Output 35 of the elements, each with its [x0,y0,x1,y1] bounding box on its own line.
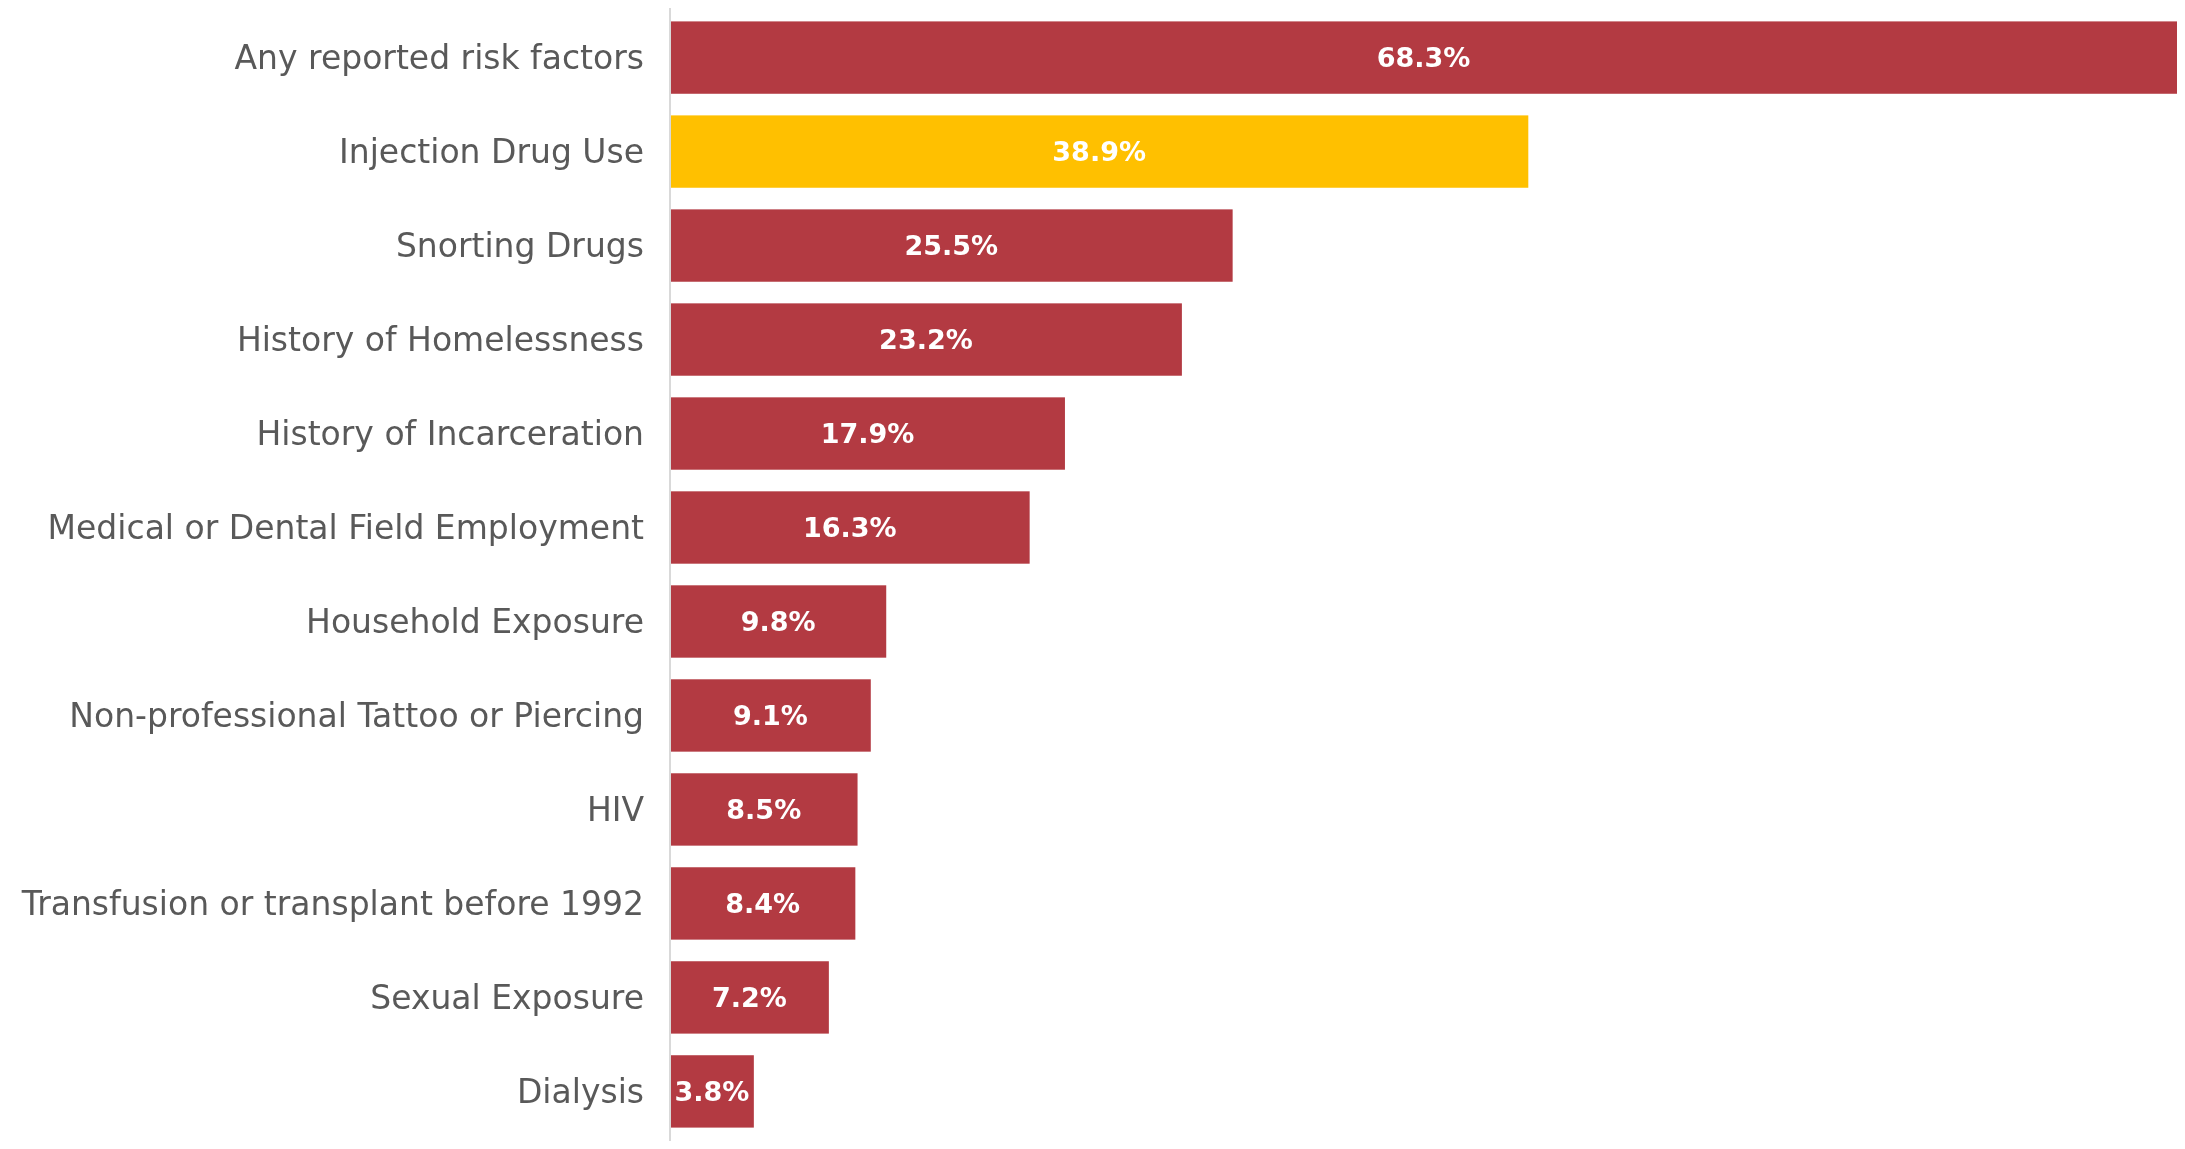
y-tick-label: Non-professional Tattoo or Piercing [69,695,644,735]
bar [670,21,2177,94]
data-label: 7.2% [711,981,787,1013]
data-label: 38.9% [1052,136,1146,168]
y-tick-label: Injection Drug Use [339,132,644,172]
bar [670,397,1065,470]
y-tick-label: Dialysis [516,1071,644,1111]
bar [670,585,887,658]
data-label: 68.3% [1376,42,1471,74]
data-label: 3.8% [674,1075,750,1107]
y-tick-label: History of Incarceration [256,414,644,454]
data-label: 25.5% [904,230,999,262]
y-tick-label: HIV [586,789,645,829]
data-label: 8.5% [726,793,802,825]
bar [670,773,858,846]
bar [670,679,871,752]
y-tick-label: Transfusion or transplant before 1992 [20,883,644,923]
bar [670,303,1182,376]
y-tick-label: Medical or Dental Field Employment [47,508,645,548]
bar [670,961,829,1034]
data-label: 16.3% [802,512,897,544]
y-tick-label: Any reported risk factors [234,38,644,78]
bar [670,867,856,940]
data-label: 9.1% [732,699,808,731]
y-tick-label: Snorting Drugs [395,226,644,266]
y-tick-label: Household Exposure [306,601,644,641]
y-tick-label: History of Homelessness [236,320,644,360]
bar [670,115,1529,188]
bar [670,209,1233,282]
bar [670,491,1030,564]
data-label: 17.9% [820,418,915,450]
data-label: 9.8% [740,605,816,637]
y-tick-label: Sexual Exposure [370,977,644,1017]
data-label: 8.4% [725,887,801,919]
data-label: 23.2% [879,324,973,356]
